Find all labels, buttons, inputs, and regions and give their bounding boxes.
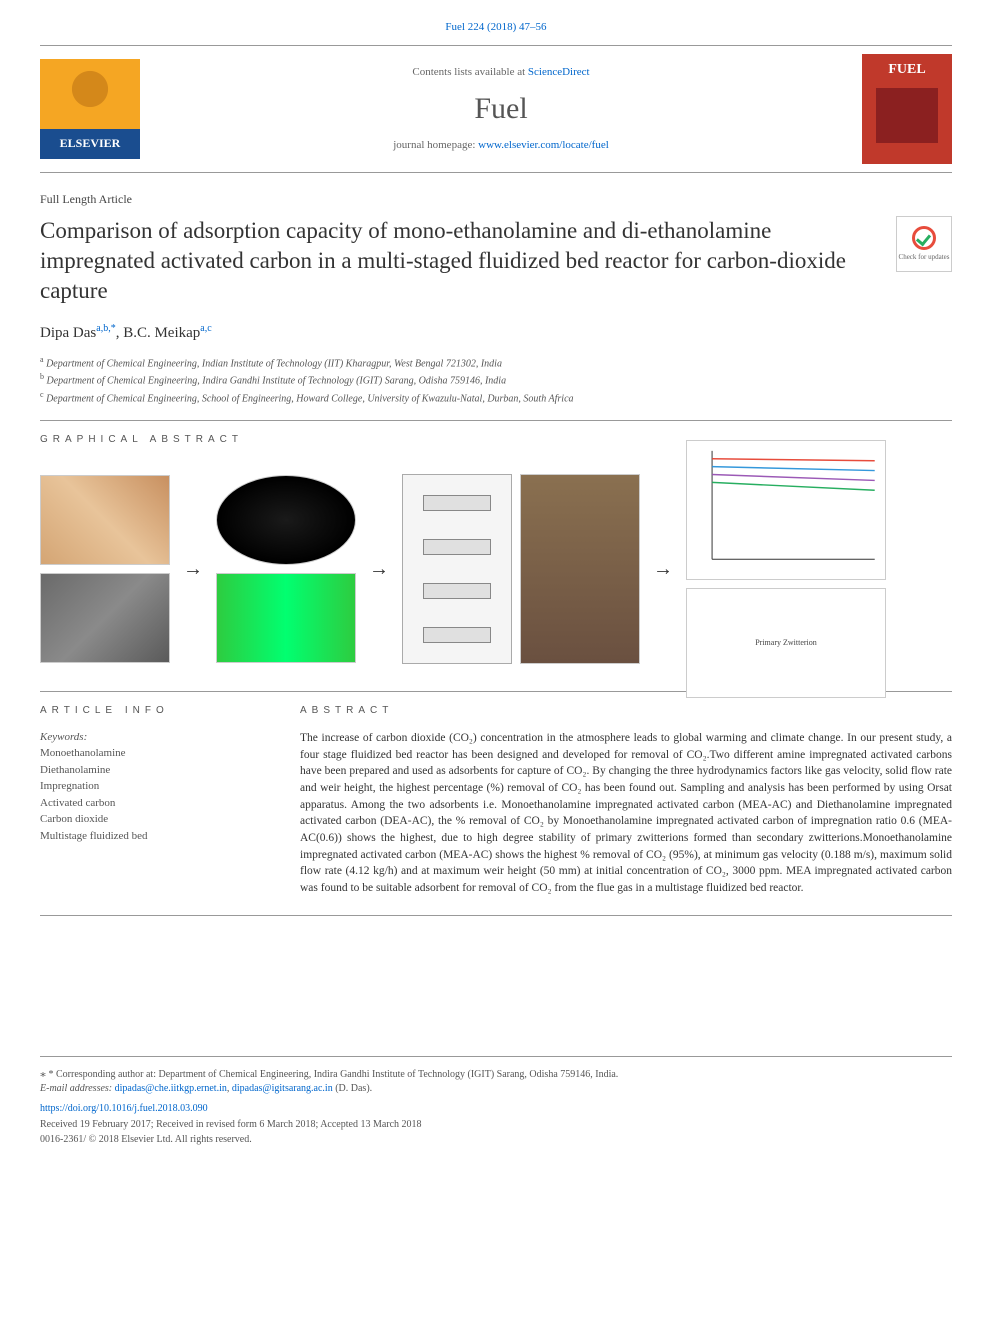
ga-reactor-schematic: [402, 474, 512, 664]
contents-line: Contents lists available at ScienceDirec…: [160, 65, 842, 80]
elsevier-tree-icon: [60, 67, 120, 122]
keyword-item: Impregnation: [40, 778, 270, 795]
article-type: Full Length Article: [40, 191, 952, 208]
article-title: Comparison of adsorption capacity of mon…: [40, 216, 876, 306]
email-link-2[interactable]: dipadas@igitsarang.ac.in: [232, 1083, 333, 1094]
abstract-text: The increase of carbon dioxide (CO₂) con…: [300, 730, 952, 897]
author-2: B.C. Meikap: [123, 325, 200, 341]
ga-sem-image: [40, 573, 170, 663]
homepage-line: journal homepage: www.elsevier.com/locat…: [160, 138, 842, 153]
fuel-cover-title: FUEL: [888, 60, 925, 80]
sciencedirect-link[interactable]: ScienceDirect: [528, 66, 590, 78]
abstract-label: ABSTRACT: [300, 704, 952, 718]
keywords-label: Keywords:: [40, 730, 270, 745]
check-updates-icon: [912, 226, 936, 250]
affiliations-block: a Department of Chemical Engineering, In…: [40, 354, 952, 406]
ga-arrow-1: →: [178, 555, 208, 583]
email-link-1[interactable]: dipadas@che.iitkgp.ernet.in: [115, 1083, 227, 1094]
check-updates-badge[interactable]: Check for updates: [896, 216, 952, 272]
keyword-item: Diethanolamine: [40, 762, 270, 779]
ga-arrow-3: →: [648, 555, 678, 583]
authors-line: Dipa Dasa,b,*, B.C. Meikapa,c: [40, 322, 952, 344]
journal-banner: ELSEVIER Contents lists available at Sci…: [40, 45, 952, 173]
ga-arrow-2: →: [364, 555, 394, 583]
graphical-abstract: → → → Primary Zwitterion: [40, 459, 952, 679]
affiliation-b: b Department of Chemical Engineering, In…: [40, 371, 952, 388]
page-header-reference: Fuel 224 (2018) 47–56: [40, 20, 952, 35]
ga-black-disc-image: [216, 475, 356, 565]
email-author: (D. Das).: [333, 1083, 372, 1094]
email-line: E-mail addresses: dipadas@che.iitkgp.ern…: [40, 1082, 952, 1096]
footer-block: ⁎ * Corresponding author at: Department …: [40, 1056, 952, 1147]
ga-granular-image: [40, 475, 170, 565]
elsevier-label: ELSEVIER: [60, 135, 121, 152]
fuel-cover-thumbnail: FUEL: [862, 54, 952, 164]
author-1: Dipa Das: [40, 325, 96, 341]
abstract-col: ABSTRACT The increase of carbon dioxide …: [300, 704, 952, 897]
ga-reactor-photo: [520, 474, 640, 664]
doi-line: https://doi.org/10.1016/j.fuel.2018.03.0…: [40, 1102, 952, 1116]
keyword-item: Activated carbon: [40, 795, 270, 812]
check-updates-label: Check for updates: [899, 253, 950, 263]
author-2-sup: a,c: [200, 323, 211, 334]
ga-green-map-image: [216, 573, 356, 663]
email-label: E-mail addresses:: [40, 1083, 115, 1094]
info-abstract-row: ARTICLE INFO Keywords: Monoethanolamine …: [40, 704, 952, 897]
journal-name: Fuel: [160, 88, 842, 130]
affiliation-a: a Department of Chemical Engineering, In…: [40, 354, 952, 371]
fuel-cover-inner: [876, 88, 938, 143]
divider: [40, 420, 952, 421]
keywords-list: Monoethanolamine Diethanolamine Impregna…: [40, 745, 270, 844]
contents-prefix: Contents lists available at: [412, 66, 527, 78]
article-info-col: ARTICLE INFO Keywords: Monoethanolamine …: [40, 704, 270, 897]
copyright-line: 0016-2361/ © 2018 Elsevier Ltd. All righ…: [40, 1133, 952, 1147]
title-row: Comparison of adsorption capacity of mon…: [40, 216, 952, 322]
ga-chart: [686, 440, 886, 580]
homepage-prefix: journal homepage:: [393, 139, 478, 151]
doi-link[interactable]: https://doi.org/10.1016/j.fuel.2018.03.0…: [40, 1103, 208, 1114]
elsevier-logo: ELSEVIER: [40, 59, 140, 159]
keyword-item: Monoethanolamine: [40, 745, 270, 762]
dates-line: Received 19 February 2017; Received in r…: [40, 1118, 952, 1132]
corresponding-author: ⁎ * Corresponding author at: Department …: [40, 1065, 952, 1082]
article-info-label: ARTICLE INFO: [40, 704, 270, 718]
keyword-item: Multistage fluidized bed: [40, 828, 270, 845]
author-1-sup: a,b,*: [96, 323, 115, 334]
affiliation-c: c Department of Chemical Engineering, Sc…: [40, 389, 952, 406]
homepage-link[interactable]: www.elsevier.com/locate/fuel: [478, 139, 609, 151]
ga-zwitterion-label: Primary Zwitterion: [755, 637, 817, 648]
ga-zwitterion-diagram: Primary Zwitterion: [686, 588, 886, 698]
keyword-item: Carbon dioxide: [40, 811, 270, 828]
banner-center: Contents lists available at ScienceDirec…: [140, 65, 862, 154]
divider: [40, 915, 952, 916]
